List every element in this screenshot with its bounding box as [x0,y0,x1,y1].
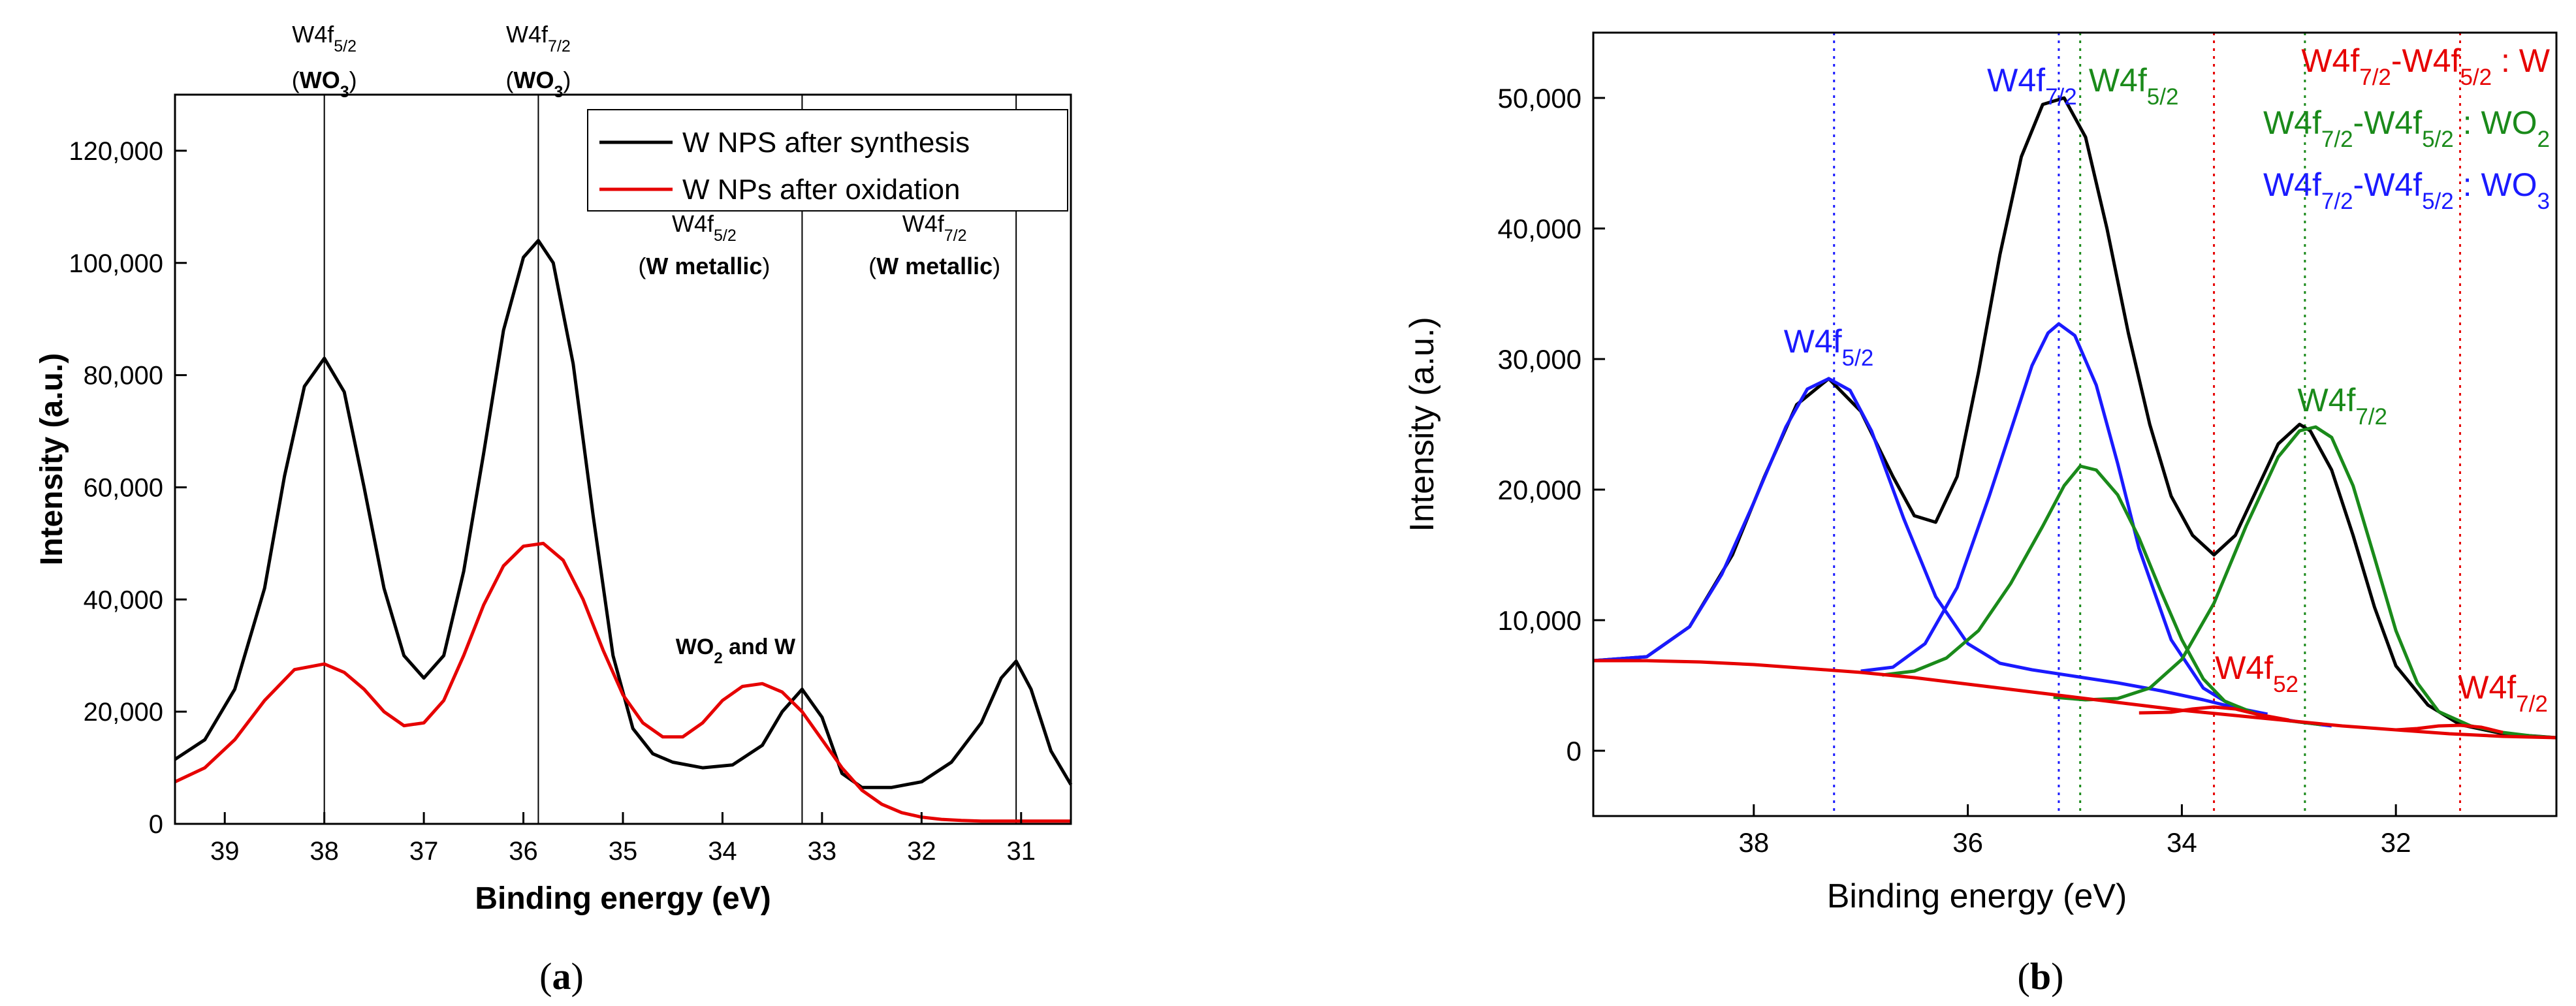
x-tick-label: 35 [609,837,638,866]
legend-label-1: W NPS after synthesis [682,127,970,159]
peak-label-4: W4f7/2 [2297,382,2387,430]
peak-label-1: W4f5/2 [292,21,357,55]
x-tick-label: 34 [2167,827,2197,858]
series-line-7 [2139,705,2289,722]
peak-label-3: W4f5/2 [2089,62,2179,110]
y-tick-label: 20,000 [84,698,163,727]
peak-species-4: (W metallic) [868,253,1000,279]
x-tick-label: 38 [1738,827,1769,858]
y-tick-label: 30,000 [1498,344,1582,375]
y-axis-title: Intensity (a.u.) [35,353,69,565]
annotation-1: WO2 and W [676,635,796,667]
x-tick-label: 37 [409,837,439,866]
x-axis-title: Binding energy (eV) [1827,877,2127,915]
species-legend-3: W4f7/2-W4f5/2 : WO3 [2263,166,2550,214]
y-tick-label: 50,000 [1498,83,1582,114]
x-tick-label: 34 [708,837,737,866]
legend-box [587,109,1068,212]
y-tick-label: 10,000 [1498,605,1582,636]
peak-label-3: W4f5/2 [672,210,737,245]
y-tick-label: 40,000 [84,586,163,614]
y-tick-label: 60,000 [84,473,163,502]
y-tick-label: 0 [1566,736,1582,766]
panel-a-chart: 39 38 37 36 35 34 33 32 31 0 20,000 40,000 60,000 80,… [35,21,1073,998]
peak-species-1: (WO3) [292,67,357,101]
peak-label-4: W4f7/2 [902,210,967,245]
y-axis-title: Intensity (a.u.) [1403,317,1441,531]
series-line-4 [1882,464,2321,727]
peak-species-2: (WO3) [505,67,571,101]
peak-species-3: (W metallic) [638,253,770,279]
x-tick-label: 31 [1007,837,1036,866]
series-line-1 [174,238,1073,789]
panel-label-a: (a) [539,955,584,998]
x-tick-label: 36 [509,837,538,866]
y-tick-label: 0 [149,810,163,839]
x-tick-label: 32 [907,837,936,866]
x-tick-label: 38 [310,837,339,866]
peak-label-6: W4f7/2 [2458,669,2548,717]
y-tick-label: 40,000 [1498,213,1582,244]
y-tick-label: 80,000 [84,362,163,390]
series-line-8 [2396,723,2504,734]
peak-label-2: W4f7/2 [1987,62,2077,110]
peak-label-5: W4f52 [2215,650,2298,697]
series-line-5 [2053,425,2557,740]
legend-label-2: W NPs after oxidation [682,174,961,206]
species-legend-2: W4f7/2-W4f5/2 : WO2 [2263,104,2550,152]
x-tick-label: 39 [210,837,240,866]
x-tick-label: 33 [808,837,837,866]
y-tick-label: 120,000 [69,137,163,166]
species-legend-1: W4f7/2-W4f5/2 : W [2301,42,2550,90]
peak-label-1: W4f5/2 [1784,323,1874,371]
x-axis-title: Binding energy (eV) [475,881,771,916]
panel-label-b: (b) [2018,955,2064,998]
peak-label-2: W4f7/2 [506,21,571,55]
y-tick-label: 20,000 [1498,475,1582,505]
panel-b-chart: 38 36 34 32 0 10,000 20,000 30,000 40,000 50,000 B… [1403,31,2558,998]
series-line-2 [174,541,1071,823]
y-tick-label: 100,000 [69,249,163,278]
x-tick-label: 36 [1952,827,1983,858]
plot-frame [1592,31,2558,817]
x-tick-label: 32 [2381,827,2411,858]
